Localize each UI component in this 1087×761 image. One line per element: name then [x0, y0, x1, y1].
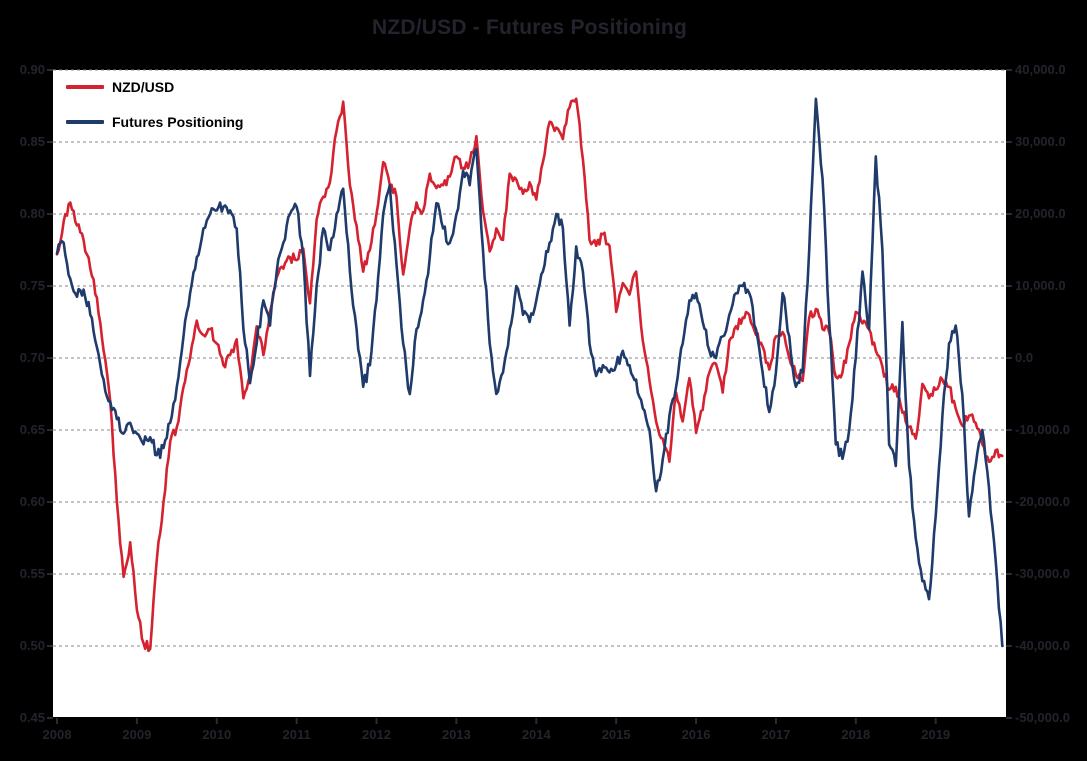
left-axis-label: 0.70 — [19, 350, 45, 365]
legend: NZD/USD Futures Positioning — [66, 79, 243, 130]
right-axis-label: 40,000.0 — [1015, 62, 1066, 77]
right-axis-label: -30,000.0 — [1015, 566, 1070, 581]
futures-positioning-line-swatch — [66, 120, 104, 124]
left-axis-label: 0.90 — [19, 62, 45, 77]
left-axis-label: 0.65 — [19, 422, 45, 437]
futures-positioning-line — [55, 97, 1004, 648]
right-axis-label: 30,000.0 — [1015, 134, 1066, 149]
x-axis-label: 2010 — [202, 727, 232, 742]
nzdusd-line — [55, 97, 1004, 653]
x-axis-label: 2011 — [282, 727, 311, 742]
x-axis-label: 2016 — [681, 727, 711, 742]
right-axis-label: -40,000.0 — [1015, 638, 1070, 653]
x-axis-label: 2009 — [122, 727, 152, 742]
x-axis-label: 2012 — [362, 727, 391, 742]
left-axis-label: 0.80 — [19, 206, 45, 221]
left-axis-label: 0.55 — [19, 566, 45, 581]
x-axis-label: 2015 — [601, 727, 631, 742]
x-axis-label: 2014 — [521, 727, 551, 742]
right-axis-label: 10,000.0 — [1015, 278, 1066, 293]
x-axis-label: 2017 — [761, 727, 791, 742]
chart-title: NZD/USD - Futures Positioning — [372, 16, 687, 39]
left-axis-label: 0.75 — [19, 278, 45, 293]
left-axis-label: 0.45 — [19, 710, 45, 725]
right-axis-label: -10,000.0 — [1015, 422, 1070, 437]
right-axis-label: -50,000.0 — [1015, 710, 1070, 725]
right-axis-label: 20,000.0 — [1015, 206, 1066, 221]
x-axis-label: 2008 — [42, 727, 72, 742]
legend-label-futures-positioning: Futures Positioning — [112, 114, 244, 130]
x-axis-label: 2019 — [921, 727, 951, 742]
plot-background — [53, 70, 1006, 718]
nzdusd-line-swatch — [66, 85, 104, 89]
right-axis-label: -20,000.0 — [1015, 494, 1070, 509]
legend-item-futures-positioning: Futures Positioning — [66, 114, 243, 130]
left-axis-label: 0.50 — [19, 638, 45, 653]
left-axis-label: 0.60 — [19, 494, 45, 509]
right-axis-label: 0.0 — [1015, 350, 1034, 365]
left-axis-label: 0.85 — [19, 134, 45, 149]
legend-label-nzdusd: NZD/USD — [112, 79, 175, 95]
x-axis-label: 2013 — [441, 727, 471, 742]
legend-item-nzdusd: NZD/USD — [66, 79, 243, 95]
x-axis-label: 2018 — [841, 727, 871, 742]
